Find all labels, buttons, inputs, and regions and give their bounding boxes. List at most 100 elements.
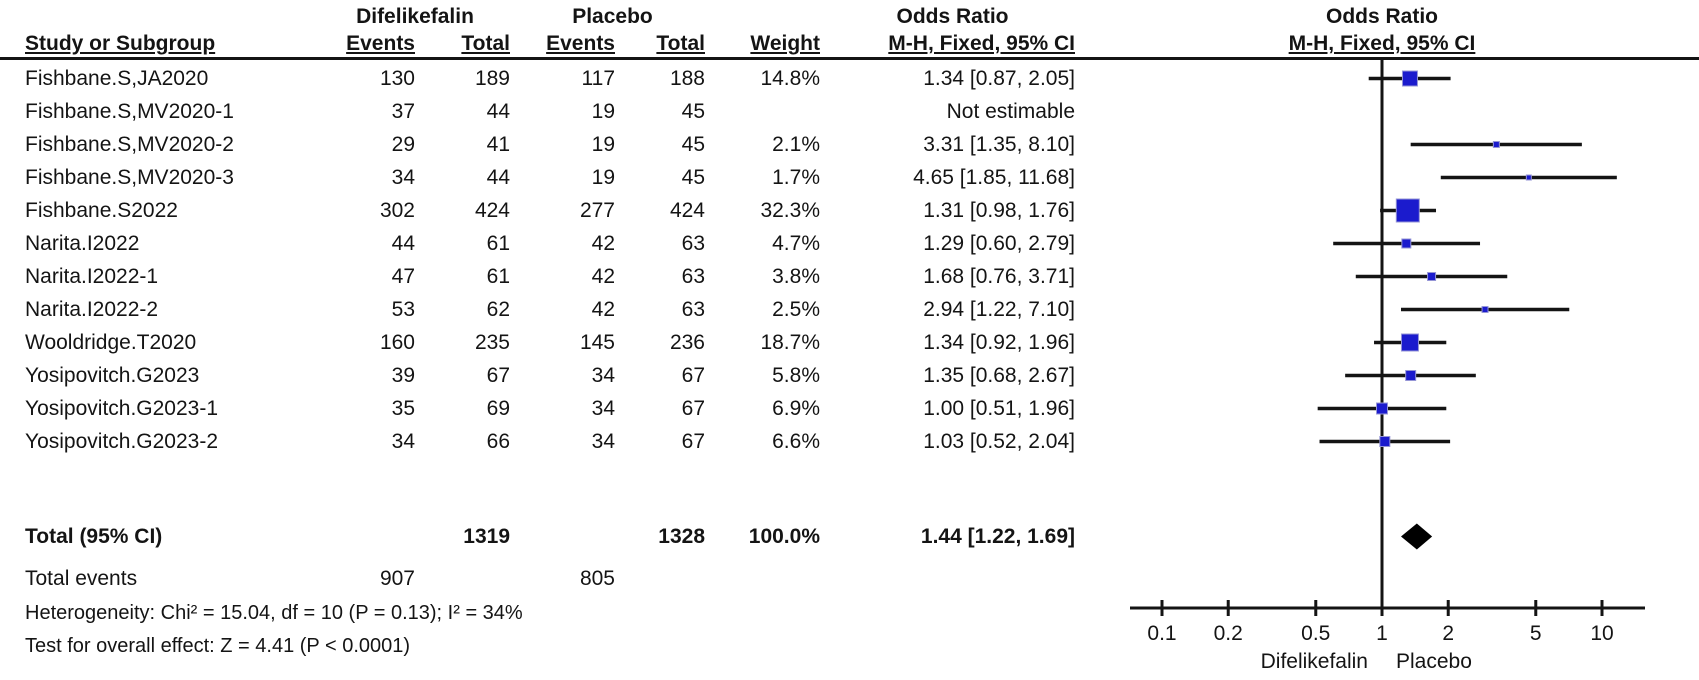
total-events-placebo: 805: [579, 567, 615, 590]
difelikefalin-events: 130: [379, 67, 415, 90]
study-row: Yosipovitch.G2023-2 34 66 34 67 6.6% 1.03 [0.5…: [0, 425, 1100, 458]
difelikefalin-events: 39: [391, 364, 415, 387]
column-header-study: Study or Subgroup: [25, 32, 216, 55]
difelikefalin-total: 62: [486, 298, 510, 321]
group-header-difelikefalin: Difelikefalin: [356, 5, 474, 28]
total-label: Total (95% CI): [25, 525, 163, 548]
or-point-marker: [1525, 174, 1532, 181]
placebo-total: 63: [681, 265, 705, 288]
placebo-total: 424: [669, 199, 705, 222]
study-weight: 4.7%: [772, 232, 820, 255]
study-or-ci: 1.68 [0.76, 3.71]: [923, 265, 1075, 288]
axis-tick-label: 0.1: [1147, 622, 1176, 645]
study-name: Fishbane.S,MV2020-3: [25, 166, 234, 189]
placebo-events: 34: [591, 364, 615, 387]
study-or-ci: Not estimable: [946, 100, 1075, 123]
difelikefalin-events: 34: [391, 166, 415, 189]
placebo-total: 67: [681, 397, 705, 420]
placebo-events: 42: [591, 232, 615, 255]
study-weight: 6.9%: [772, 397, 820, 420]
total-events-difelikefalin: 907: [379, 567, 415, 590]
total-weight: 100.0%: [748, 525, 820, 548]
total-events-row: Total events 907 805: [0, 562, 1100, 595]
axis-left-label: Difelikefalin: [1261, 650, 1368, 673]
study-row: Yosipovitch.G2023-1 35 69 34 67 6.9% 1.00 [0.5…: [0, 392, 1100, 425]
or-text-column-title: Odds Ratio: [896, 5, 1009, 28]
column-header-total-difelikefalin: Total: [461, 32, 510, 55]
placebo-events: 34: [591, 397, 615, 420]
or-point-marker: [1405, 370, 1417, 381]
heterogeneity-note: Heterogeneity: Chi² = 15.04, df = 10 (P …: [25, 602, 523, 624]
total-or-ci: 1.44 [1.22, 1.69]: [920, 525, 1075, 548]
placebo-total: 45: [681, 100, 705, 123]
difelikefalin-events: 29: [391, 133, 415, 156]
total-diamond: [1400, 523, 1433, 550]
study-row: Fishbane.S,MV2020-2 29 41 19 45 2.1% 3.31 [1.3…: [0, 128, 1100, 161]
study-name: Wooldridge.T2020: [25, 331, 197, 354]
difelikefalin-total: 189: [474, 67, 510, 90]
plot-column-header-method: M-H, Fixed, 95% CI: [1288, 32, 1476, 55]
study-name: Fishbane.S2022: [25, 199, 178, 222]
placebo-events: 34: [591, 430, 615, 453]
difelikefalin-total: 67: [486, 364, 510, 387]
or-point-marker: [1492, 141, 1500, 148]
placebo-events: 42: [591, 298, 615, 321]
placebo-total: 67: [681, 364, 705, 387]
placebo-total: 45: [681, 166, 705, 189]
study-row: Fishbane.S,MV2020-3 34 44 19 45 1.7% 4.65 [1.8…: [0, 161, 1100, 194]
study-row: Narita.I2022-1 47 61 42 63 3.8% 1.68 [0.76, 3.…: [0, 260, 1100, 293]
study-name: Narita.I2022: [25, 232, 140, 255]
column-header-or-ci: M-H, Fixed, 95% CI: [888, 32, 1075, 55]
total-events-label: Total events: [25, 567, 138, 590]
placebo-events: 19: [591, 166, 615, 189]
difelikefalin-total: 44: [486, 100, 510, 123]
column-header-weight: Weight: [750, 32, 820, 55]
study-or-ci: 2.94 [1.22, 7.10]: [923, 298, 1075, 321]
placebo-events: 117: [581, 67, 615, 90]
study-name: Yosipovitch.G2023: [25, 364, 200, 387]
placebo-total: 236: [669, 331, 705, 354]
placebo-events: 19: [591, 100, 615, 123]
study-or-ci: 1.35 [0.68, 2.67]: [923, 364, 1075, 387]
difelikefalin-total: 66: [486, 430, 510, 453]
study-weight: 6.6%: [772, 430, 820, 453]
study-row: Narita.I2022 44 61 42 63 4.7% 1.29 [0.60, 2.79…: [0, 227, 1100, 260]
study-or-ci: 3.31 [1.35, 8.10]: [923, 133, 1075, 156]
placebo-total: 63: [681, 232, 705, 255]
study-or-ci: 1.00 [0.51, 1.96]: [923, 397, 1075, 420]
placebo-total: 63: [681, 298, 705, 321]
study-name: Fishbane.S,MV2020-2: [25, 133, 234, 156]
study-weight: 14.8%: [760, 67, 820, 90]
total-placebo-n: 1328: [658, 525, 705, 548]
axis-tick-label: 1: [1376, 622, 1388, 645]
study-weight: 2.5%: [772, 298, 820, 321]
study-row: Fishbane.S,JA2020 130 189 117 188 14.8% 1.34 […: [0, 62, 1100, 95]
study-name: Fishbane.S,JA2020: [25, 67, 209, 90]
study-name: Narita.I2022-2: [25, 298, 159, 321]
difelikefalin-events: 302: [379, 199, 415, 222]
column-header-events-placebo: Events: [546, 32, 615, 55]
or-point-marker: [1401, 70, 1418, 87]
difelikefalin-events: 160: [379, 331, 415, 354]
study-or-ci: 1.03 [0.52, 2.04]: [923, 430, 1075, 453]
or-point-marker: [1376, 402, 1388, 415]
placebo-total: 45: [681, 133, 705, 156]
study-or-ci: 1.34 [0.92, 1.96]: [923, 331, 1075, 354]
total-row: Total (95% CI) 1319 1328 100.0% 1.44 [1.…: [0, 520, 1100, 553]
study-weight: 32.3%: [760, 199, 820, 222]
axis-tick-label: 2: [1442, 622, 1454, 645]
study-name: Fishbane.S,MV2020-1: [25, 100, 234, 123]
study-row: Wooldridge.T2020 160 235 145 236 18.7% 1.34 [0…: [0, 326, 1100, 359]
or-point-marker: [1395, 198, 1420, 223]
placebo-total: 188: [669, 67, 705, 90]
or-point-marker: [1379, 436, 1391, 447]
study-row: Narita.I2022-2 53 62 42 63 2.5% 2.94 [1.22, 7.…: [0, 293, 1100, 326]
difelikefalin-total: 235: [474, 331, 510, 354]
study-weight: 5.8%: [772, 364, 820, 387]
or-point-marker: [1481, 306, 1489, 313]
difelikefalin-total: 69: [486, 397, 510, 420]
difelikefalin-events: 44: [391, 232, 415, 255]
study-or-ci: 1.34 [0.87, 2.05]: [923, 67, 1075, 90]
